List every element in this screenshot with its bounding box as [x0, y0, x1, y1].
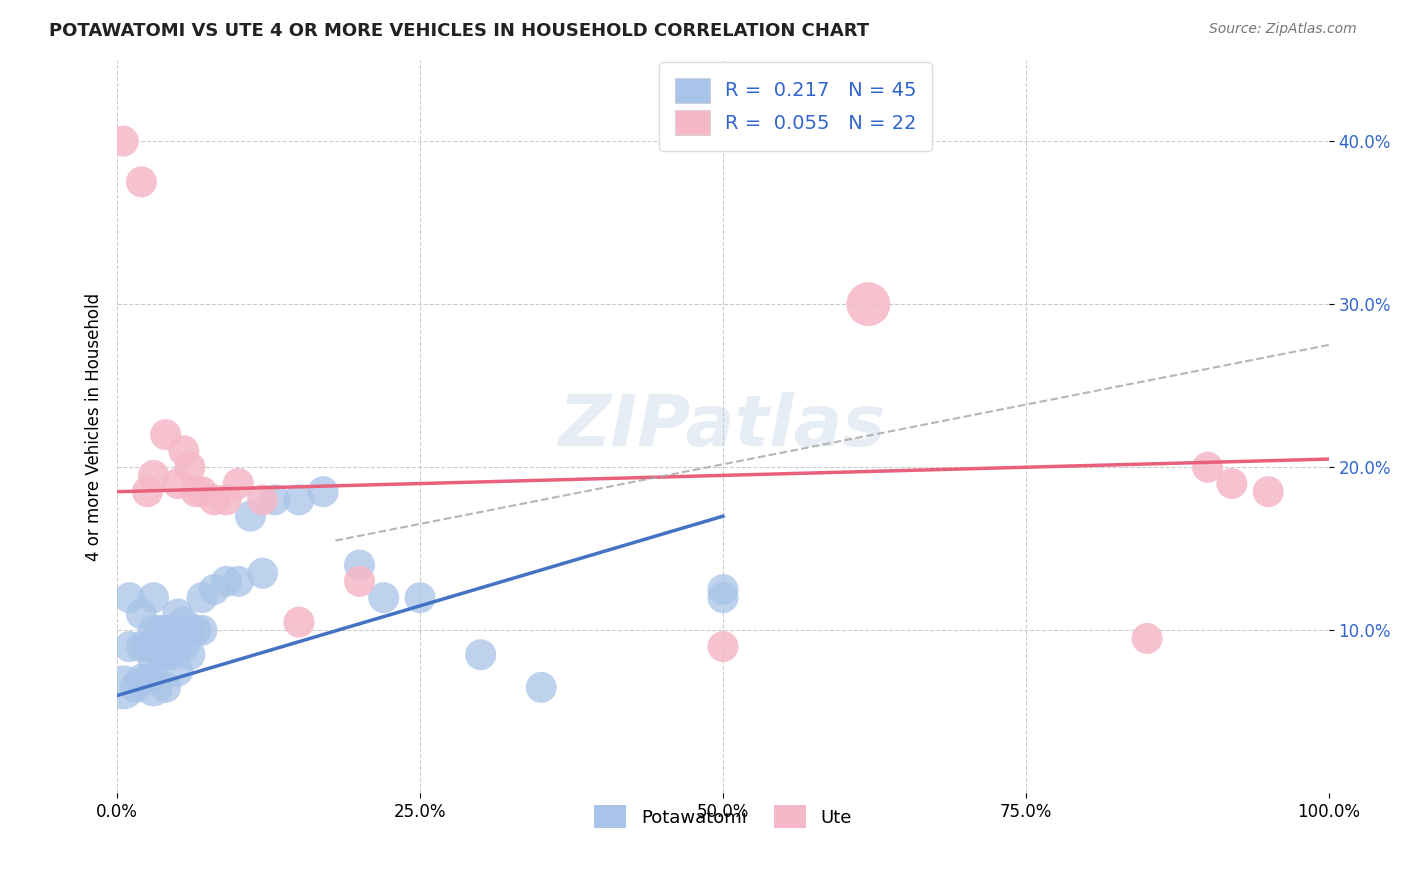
Point [173, 640, 195, 654]
Point [155, 648, 177, 662]
Point [711, 640, 734, 654]
Point [160, 624, 183, 638]
Point [155, 427, 177, 442]
Point [166, 640, 188, 654]
Point [118, 640, 141, 654]
Point [530, 681, 553, 695]
Point [191, 624, 214, 638]
Point [112, 681, 135, 695]
Point [124, 681, 146, 695]
Point [288, 615, 311, 629]
Point [215, 574, 238, 589]
Point [155, 681, 177, 695]
Point [131, 175, 153, 189]
Point [312, 484, 335, 499]
Point [191, 591, 214, 605]
Point [239, 509, 262, 524]
Point [184, 624, 207, 638]
Point [142, 681, 165, 695]
Point [228, 476, 250, 491]
Point [711, 582, 734, 597]
Point [252, 492, 274, 507]
Point [131, 607, 153, 621]
Point [131, 640, 153, 654]
Text: ZIPatlas: ZIPatlas [560, 392, 887, 461]
Text: POTAWATOMI VS UTE 4 OR MORE VEHICLES IN HOUSEHOLD CORRELATION CHART: POTAWATOMI VS UTE 4 OR MORE VEHICLES IN … [49, 22, 869, 40]
Text: Source: ZipAtlas.com: Source: ZipAtlas.com [1209, 22, 1357, 37]
Point [373, 591, 395, 605]
Point [202, 492, 225, 507]
Point [1197, 460, 1219, 475]
Point [131, 672, 153, 686]
Point [173, 615, 195, 629]
Point [166, 607, 188, 621]
Point [149, 648, 172, 662]
Point [142, 591, 165, 605]
Point [1257, 484, 1279, 499]
Point [202, 582, 225, 597]
Point [349, 558, 371, 572]
Point [179, 648, 201, 662]
Point [711, 591, 734, 605]
Point [142, 624, 165, 638]
Point [166, 476, 188, 491]
Point [160, 648, 183, 662]
Point [470, 648, 492, 662]
Point [263, 492, 285, 507]
Point [136, 484, 159, 499]
Point [349, 574, 371, 589]
Legend: Potawatomi, Ute: Potawatomi, Ute [586, 798, 859, 836]
Point [409, 591, 432, 605]
Point [155, 624, 177, 638]
Point [149, 624, 172, 638]
Point [1136, 632, 1159, 646]
Point [179, 624, 201, 638]
Point [191, 484, 214, 499]
Point [858, 297, 880, 311]
Point [173, 444, 195, 458]
Point [184, 484, 207, 499]
Y-axis label: 4 or more Vehicles in Household: 4 or more Vehicles in Household [86, 293, 103, 560]
Point [252, 566, 274, 581]
Point [179, 460, 201, 475]
Point [215, 492, 238, 507]
Point [136, 640, 159, 654]
Point [118, 591, 141, 605]
Point [136, 672, 159, 686]
Point [288, 492, 311, 507]
Point [1220, 476, 1243, 491]
Point [228, 574, 250, 589]
Point [142, 468, 165, 483]
Point [112, 134, 135, 148]
Point [166, 664, 188, 678]
Point [142, 656, 165, 670]
